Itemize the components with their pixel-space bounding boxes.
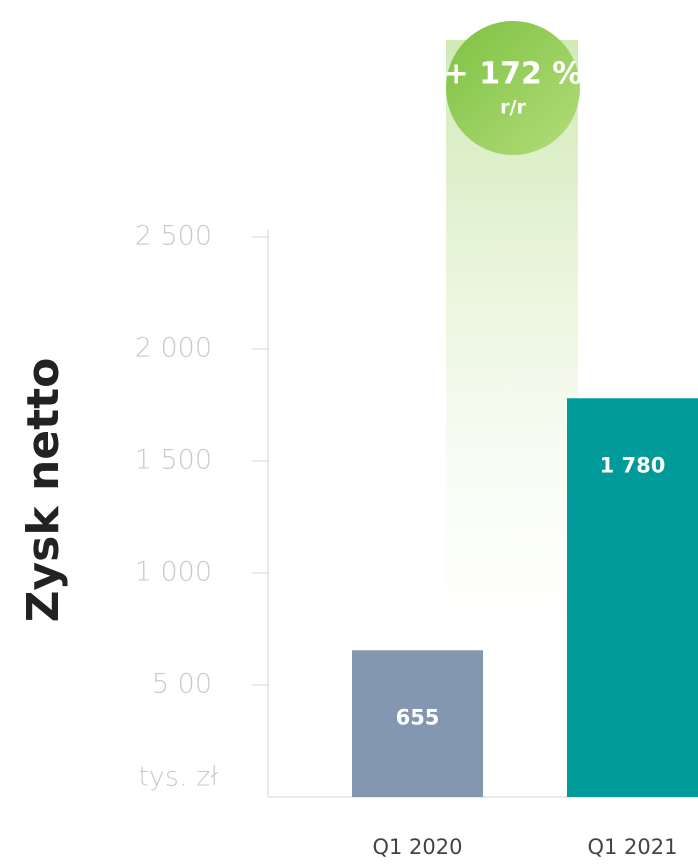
value-label: 1 780 [600, 453, 666, 477]
y-tick-label: 5 00 [152, 669, 212, 700]
unit-label: tys. zł [138, 762, 218, 793]
value-label: 655 [396, 705, 440, 729]
y-axis-label: Zysk netto [18, 358, 69, 623]
bar [352, 650, 483, 797]
x-tick-label: Q1 2020 [372, 835, 462, 859]
y-tick-label: 1 500 [135, 445, 212, 476]
y-tick-label: 1 000 [135, 557, 212, 588]
x-tick-label: Q1 2021 [587, 835, 677, 859]
annotation-badge [446, 21, 580, 155]
annotation: + 172 % [444, 57, 583, 92]
y-tick-label: 2 500 [135, 221, 212, 252]
y-tick-label: 2 000 [135, 333, 212, 364]
bar [567, 398, 698, 797]
annotation-sub: r/r [500, 97, 526, 119]
